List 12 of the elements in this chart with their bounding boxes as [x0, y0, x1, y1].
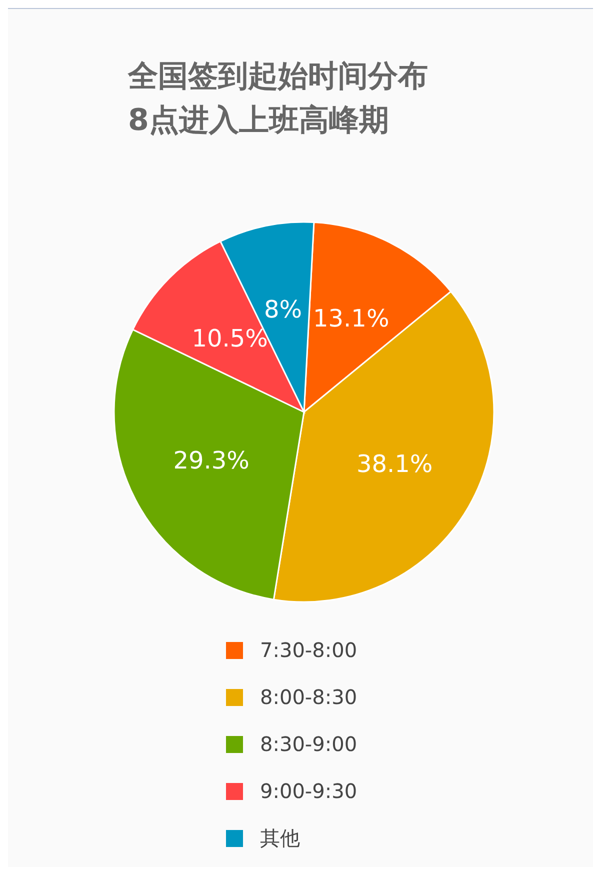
data-label: 8%	[264, 296, 302, 324]
legend-label: 其他	[260, 826, 300, 850]
legend-label: 9:00-9:30	[260, 779, 358, 803]
data-label: 38.1%	[356, 450, 433, 478]
data-label: 13.1%	[313, 304, 390, 333]
data-label: 29.3%	[173, 446, 250, 474]
chart-subtitle: 8点进入上班高峰期	[128, 103, 389, 138]
legend-label: 7:30-8:00	[260, 638, 358, 662]
legend-label: 8:30-9:00	[260, 732, 358, 756]
data-label: 10.5%	[192, 324, 268, 352]
legend-label: 8:00-8:30	[260, 685, 358, 709]
chart-title: 全国签到起始时间分布	[127, 59, 428, 94]
